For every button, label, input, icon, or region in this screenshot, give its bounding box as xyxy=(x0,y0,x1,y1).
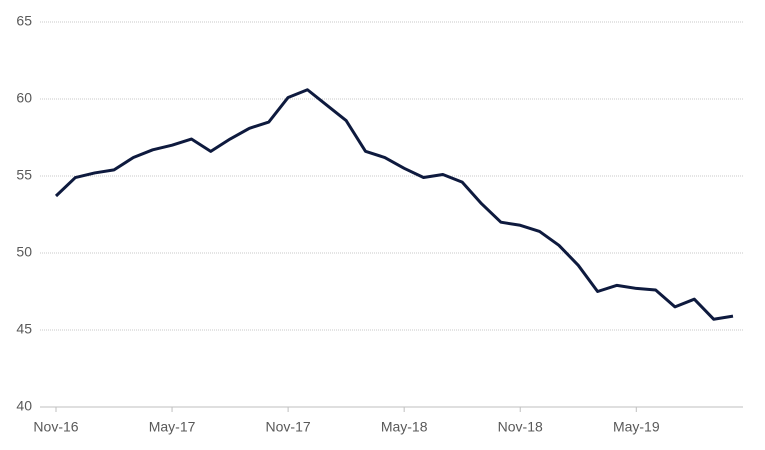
y-tick-label: 45 xyxy=(16,321,32,337)
x-tick-label: Nov-18 xyxy=(498,419,543,435)
y-tick-label: 60 xyxy=(16,90,32,106)
line xyxy=(54,88,734,321)
y-tick-label: 40 xyxy=(16,398,32,414)
x-tick-label: May-17 xyxy=(149,419,196,435)
x-tick-label: Nov-17 xyxy=(266,419,311,435)
y-tick-label: 50 xyxy=(16,244,32,260)
y-tick-label: 65 xyxy=(16,13,32,29)
x-tick-label: May-19 xyxy=(613,419,660,435)
x-tick-label: May-18 xyxy=(381,419,428,435)
x-tick-label: Nov-16 xyxy=(33,419,78,435)
y-tick-label: 55 xyxy=(16,167,32,183)
